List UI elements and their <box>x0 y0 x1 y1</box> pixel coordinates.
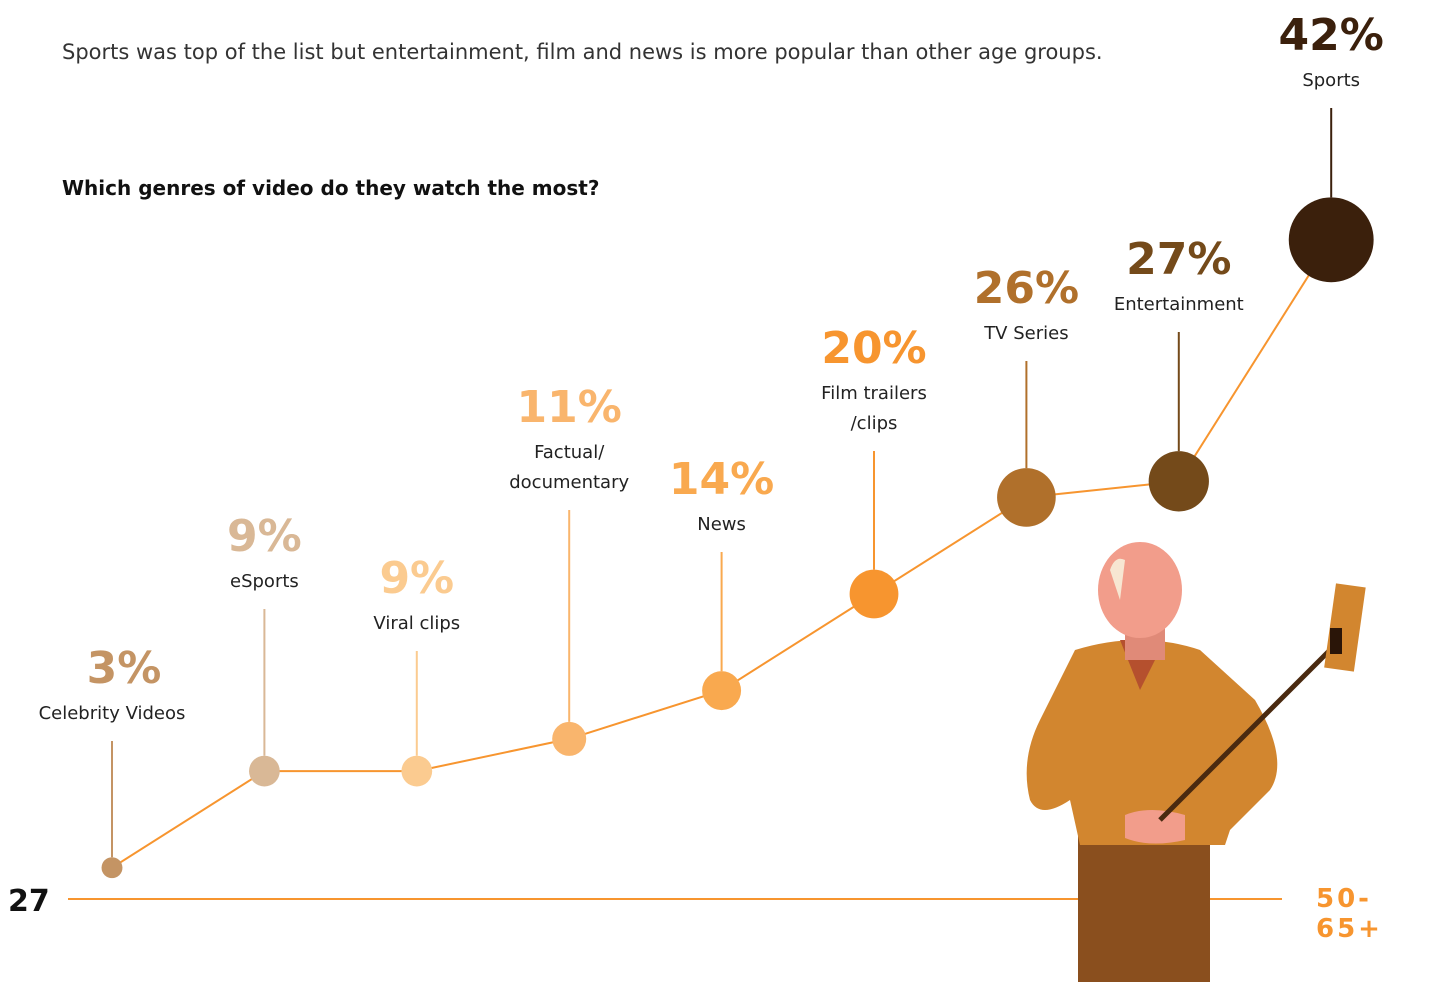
chart-title: Which genres of video do they watch the … <box>62 176 600 200</box>
point <box>849 569 899 619</box>
point <box>1148 451 1209 512</box>
point <box>997 468 1056 527</box>
value-label: 27% <box>1126 234 1232 285</box>
point <box>552 721 587 756</box>
subtitle: Sports was top of the list but entertain… <box>62 40 1103 64</box>
category-label: News <box>697 514 746 535</box>
point <box>101 857 123 879</box>
category-label: Film trailers /clips <box>821 383 927 434</box>
category-label: TV Series <box>984 323 1069 344</box>
illustration <box>1026 542 1366 982</box>
end-label: 50-65+ <box>1316 884 1383 944</box>
point <box>249 755 280 787</box>
point <box>1288 197 1374 283</box>
category-label: Viral clips <box>373 613 461 634</box>
start-label: 27 <box>8 884 50 919</box>
value-label: 9% <box>227 511 302 562</box>
point <box>401 755 433 787</box>
category-label: eSports <box>230 571 299 592</box>
value-label: 3% <box>86 643 162 694</box>
category-label: Factual/ documentary <box>509 442 630 493</box>
value-label: 26% <box>973 263 1080 314</box>
point <box>702 671 742 711</box>
value-label: 20% <box>821 323 927 374</box>
category-label: Celebrity Videos <box>38 703 186 724</box>
category-label: Entertainment <box>1113 294 1244 315</box>
value-label: 14% <box>668 454 775 505</box>
value-label: 42% <box>1278 10 1384 61</box>
value-label: 11% <box>516 382 622 433</box>
value-label: 9% <box>379 553 455 604</box>
category-label: Sports <box>1302 70 1361 91</box>
